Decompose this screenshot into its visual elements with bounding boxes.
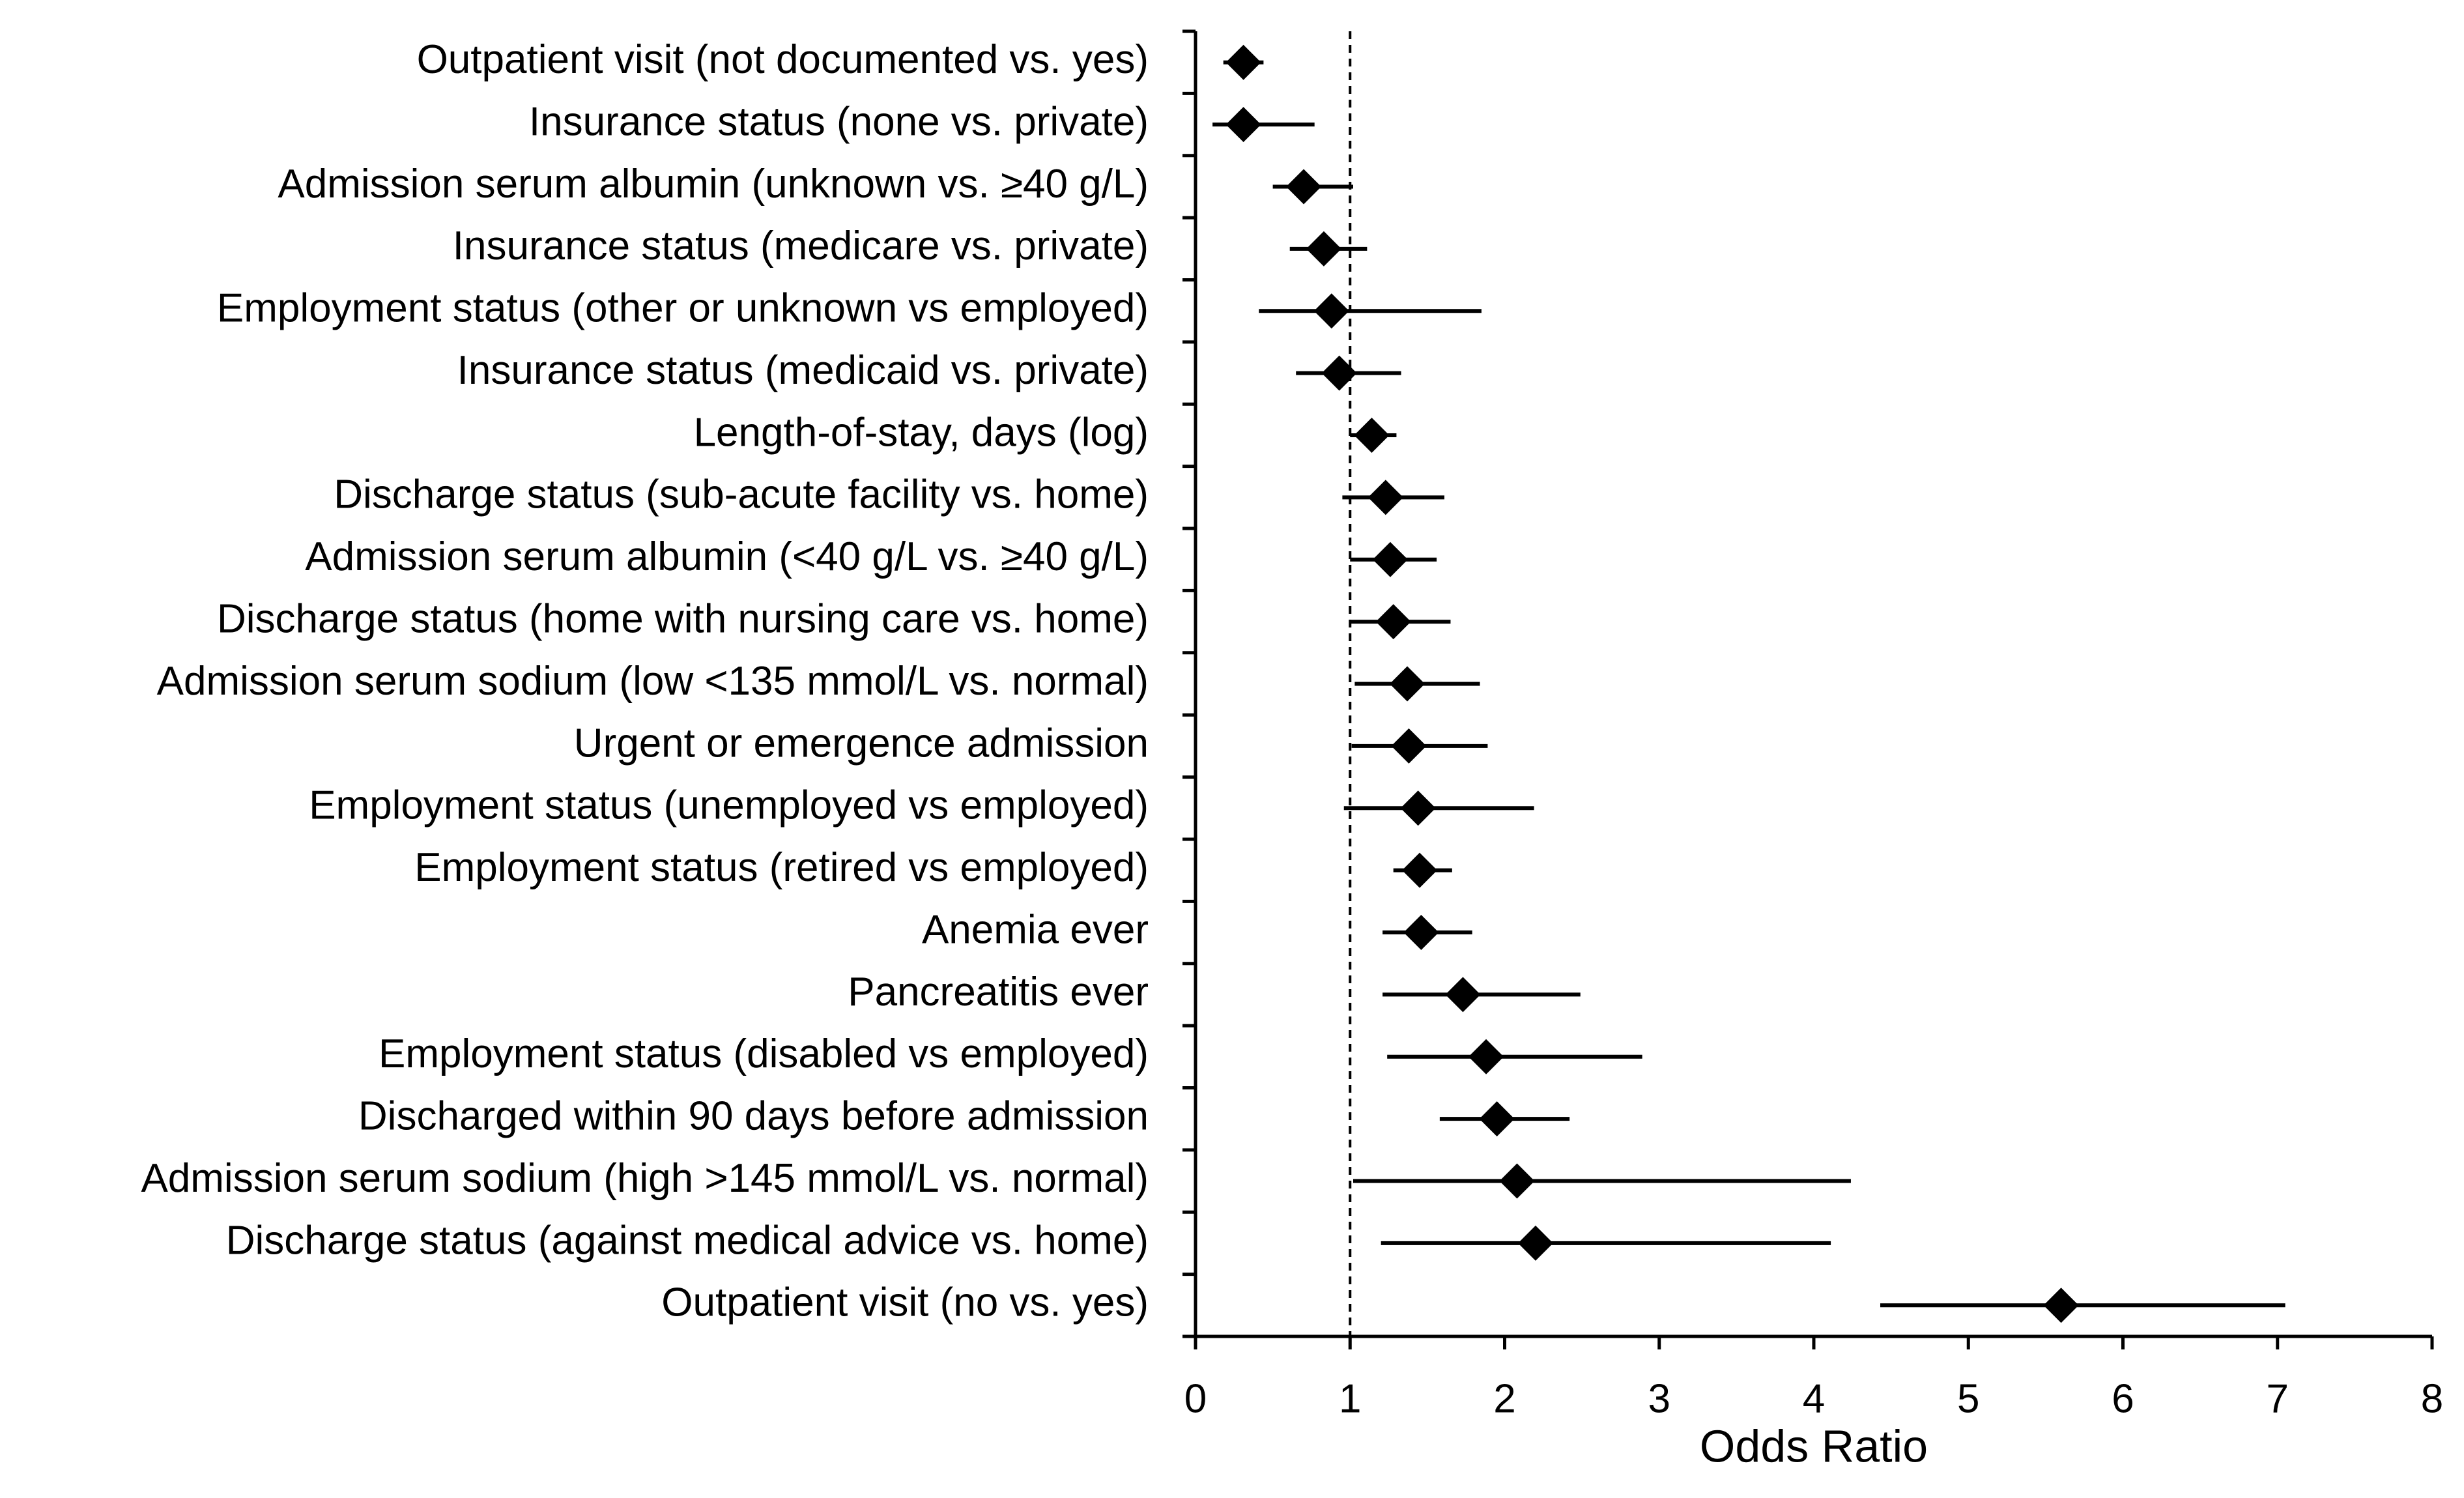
- point-estimate: [1225, 107, 1261, 143]
- y-tick-label: Discharge status (home with nursing care…: [217, 596, 1149, 641]
- y-tick-label: Insurance status (medicaid vs. private): [457, 348, 1149, 393]
- y-tick-label: Discharge status (sub-acute facility vs.…: [334, 472, 1149, 517]
- y-tick-label: Anemia ever: [922, 907, 1149, 952]
- point-estimate: [1368, 480, 1403, 515]
- point-estimate: [1225, 44, 1261, 80]
- y-tick-label: Admission serum albumin (unknown vs. ≥40…: [278, 162, 1149, 207]
- y-tick-label: Employment status (disabled vs employed): [379, 1031, 1149, 1076]
- point-estimate: [1321, 355, 1357, 391]
- point-estimate: [1286, 169, 1322, 205]
- x-tick-label: 4: [1803, 1376, 1825, 1421]
- point-estimate: [1306, 231, 1341, 266]
- y-tick-label: Pancreatitis ever: [848, 970, 1149, 1015]
- point-estimate: [1499, 1163, 1535, 1199]
- point-estimate: [1313, 293, 1349, 329]
- point-estimate: [1391, 728, 1427, 764]
- y-tick-label: Admission serum sodium (low <135 mmol/L …: [157, 659, 1149, 704]
- x-axis-title: Odds Ratio: [1700, 1420, 1928, 1471]
- y-tick-label: Outpatient visit (no vs. yes): [661, 1280, 1149, 1325]
- y-tick-label: Urgent or emergence admission: [574, 721, 1149, 766]
- x-tick-label: 1: [1339, 1376, 1361, 1421]
- point-estimate: [1375, 604, 1411, 640]
- x-tick-label: 8: [2421, 1376, 2443, 1421]
- x-tick-label: 0: [1184, 1376, 1207, 1421]
- x-tick-label: 2: [1493, 1376, 1515, 1421]
- point-estimate: [2043, 1288, 2079, 1323]
- x-tick-label: 6: [2112, 1376, 2134, 1421]
- point-estimate: [1468, 1039, 1504, 1074]
- y-tick-label: Employment status (other or unknown vs e…: [217, 286, 1149, 331]
- point-estimate: [1354, 417, 1390, 453]
- point-estimate: [1400, 790, 1436, 826]
- y-tick-label: Employment status (retired vs employed): [414, 845, 1149, 890]
- y-tick-label: Admission serum albumin (<40 g/L vs. ≥40…: [305, 534, 1149, 579]
- y-tick-label: Insurance status (none vs. private): [529, 99, 1149, 144]
- point-estimate: [1445, 977, 1481, 1013]
- y-tick-label: Outpatient visit (not documented vs. yes…: [417, 37, 1149, 82]
- y-tick-label: Discharge status (against medical advice…: [226, 1218, 1149, 1263]
- y-tick-label: Admission serum sodium (high >145 mmol/L…: [141, 1156, 1149, 1201]
- y-tick-label: Insurance status (medicare vs. private): [453, 223, 1149, 268]
- x-tick-label: 5: [1957, 1376, 1979, 1421]
- x-tick-label: 7: [2267, 1376, 2289, 1421]
- point-estimate: [1372, 541, 1408, 577]
- point-estimate: [1390, 666, 1425, 702]
- y-tick-label: Discharged within 90 days before admissi…: [358, 1094, 1149, 1139]
- y-tick-label: Employment status (unemployed vs employe…: [309, 783, 1149, 828]
- point-estimate: [1517, 1225, 1553, 1261]
- point-estimate: [1402, 852, 1438, 888]
- point-estimate: [1479, 1101, 1515, 1137]
- y-tick-label: Length-of-stay, days (log): [694, 410, 1149, 455]
- x-tick-label: 3: [1648, 1376, 1670, 1421]
- point-estimate: [1403, 915, 1439, 951]
